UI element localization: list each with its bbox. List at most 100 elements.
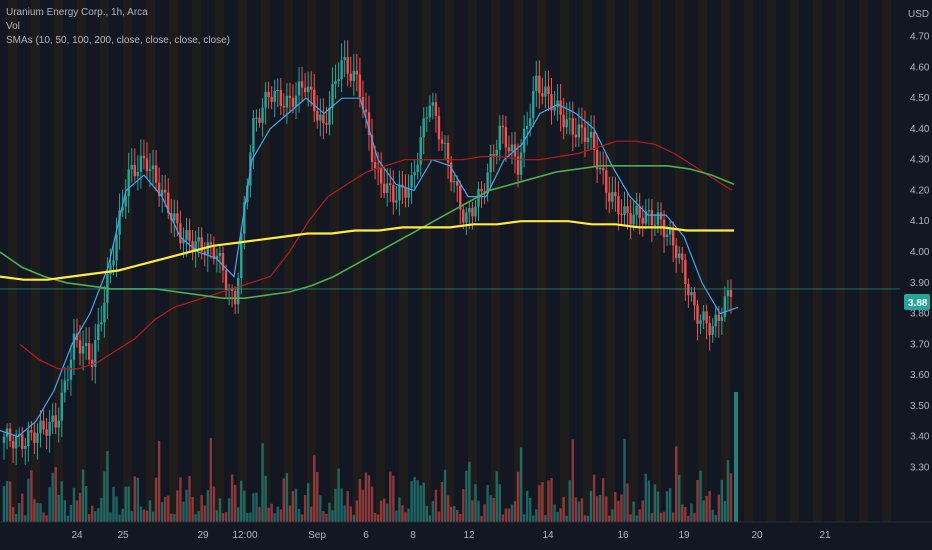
x-tick-label: 12:00 <box>232 530 257 541</box>
volume-bar <box>665 491 669 522</box>
candle-body <box>21 434 24 449</box>
session-band <box>123 0 132 522</box>
volume-bar <box>510 504 514 522</box>
candle-body <box>133 164 136 177</box>
candle-body <box>656 212 660 225</box>
volume-bar <box>711 509 714 522</box>
legend-volume[interactable]: Vol <box>6 21 20 32</box>
candle-body <box>252 117 255 153</box>
legend-symbol-title[interactable]: Uranium Energy Corp., 1h, Arca <box>6 7 148 18</box>
volume-bar <box>255 492 258 522</box>
candle-body <box>428 105 432 118</box>
candle-body <box>188 230 191 242</box>
candle-body <box>571 118 574 135</box>
volume-bar <box>647 480 651 522</box>
candle-body <box>574 134 578 138</box>
volume-bar <box>492 498 495 522</box>
session-band <box>813 0 822 522</box>
candle-body <box>702 311 705 321</box>
candle-body <box>665 234 669 238</box>
volume-bar <box>33 499 36 522</box>
candle-body <box>364 109 368 113</box>
candle-body <box>194 241 197 252</box>
candle-body <box>212 244 216 260</box>
session-band <box>491 0 500 522</box>
candle-body <box>635 205 638 215</box>
candle-body <box>337 79 340 82</box>
volume-bar <box>699 470 702 522</box>
candle-body <box>264 91 267 108</box>
volume-bar <box>334 488 337 522</box>
volume-bar <box>294 488 298 522</box>
candle-body <box>644 211 647 224</box>
candle-body <box>538 75 541 94</box>
candle-body <box>398 184 401 201</box>
candle-body <box>696 305 699 324</box>
volume-bar <box>389 471 392 522</box>
volume-bar <box>525 490 529 522</box>
candle-body <box>197 237 200 242</box>
volume-bar <box>668 488 672 522</box>
volume-bar <box>498 484 501 522</box>
volume-bar <box>227 498 231 522</box>
volume-bar <box>243 490 246 522</box>
candle-body <box>139 155 143 172</box>
volume-bar <box>373 513 377 522</box>
candle-body <box>319 114 322 121</box>
volume-bar <box>437 511 441 522</box>
volume-bar <box>75 500 79 522</box>
session-band <box>882 0 891 522</box>
volume-bar <box>565 515 568 522</box>
last-price-value: 3.88 <box>908 298 928 309</box>
candle-body <box>42 420 45 430</box>
volume-bar <box>151 511 155 522</box>
candle-body <box>185 230 188 240</box>
session-band <box>859 0 868 522</box>
candle-body <box>100 322 103 325</box>
volume-bar <box>157 440 161 522</box>
volume-bar <box>185 489 188 522</box>
session-band <box>422 0 431 522</box>
volume-bar <box>215 510 219 522</box>
volume-bar <box>240 480 243 522</box>
volume-bar <box>471 500 474 522</box>
volume-bar <box>592 474 596 522</box>
candle-body <box>535 75 538 91</box>
candle-body <box>60 392 63 421</box>
volume-bar <box>136 477 140 522</box>
volume-bar <box>465 470 468 522</box>
volume-bar <box>605 496 608 522</box>
candle-body <box>699 320 702 324</box>
volume-bar <box>611 509 614 522</box>
y-tick-label: 3.90 <box>910 278 930 289</box>
volume-bar <box>656 491 660 522</box>
candle-body <box>419 137 422 165</box>
candle-body <box>164 189 167 193</box>
candle-body <box>529 118 532 126</box>
candle-body <box>632 214 635 225</box>
session-band <box>399 0 408 522</box>
currency-label: USD <box>908 9 929 20</box>
volume-bar <box>714 514 717 522</box>
y-tick-label: 4.40 <box>910 124 930 135</box>
sma-line-4 <box>0 220 734 281</box>
candle-body <box>279 89 282 106</box>
volume-bar <box>608 515 611 522</box>
candle-body <box>617 196 620 215</box>
candle-body <box>459 185 462 210</box>
volume-bar <box>200 495 203 522</box>
candle-body <box>2 436 6 443</box>
time-axis[interactable]: 24 25 29 12:00 Sep 6 8 12 14 16 19 20 21 <box>0 521 932 541</box>
candle-body <box>629 213 632 225</box>
session-band <box>192 0 201 522</box>
candle-body <box>154 165 158 183</box>
volume-bar <box>370 486 374 522</box>
legend-smas[interactable]: SMAs (10, 50, 100, 200, close, close, cl… <box>6 35 230 46</box>
candle-body <box>355 70 359 75</box>
price-axis[interactable]: 4.70 4.60 4.50 4.40 4.30 4.20 4.10 4.00 3.90 3.80… <box>910 32 930 474</box>
session-band <box>537 0 546 522</box>
candle-body <box>218 253 222 256</box>
candle-body <box>45 429 48 436</box>
volume-bar <box>425 505 428 522</box>
